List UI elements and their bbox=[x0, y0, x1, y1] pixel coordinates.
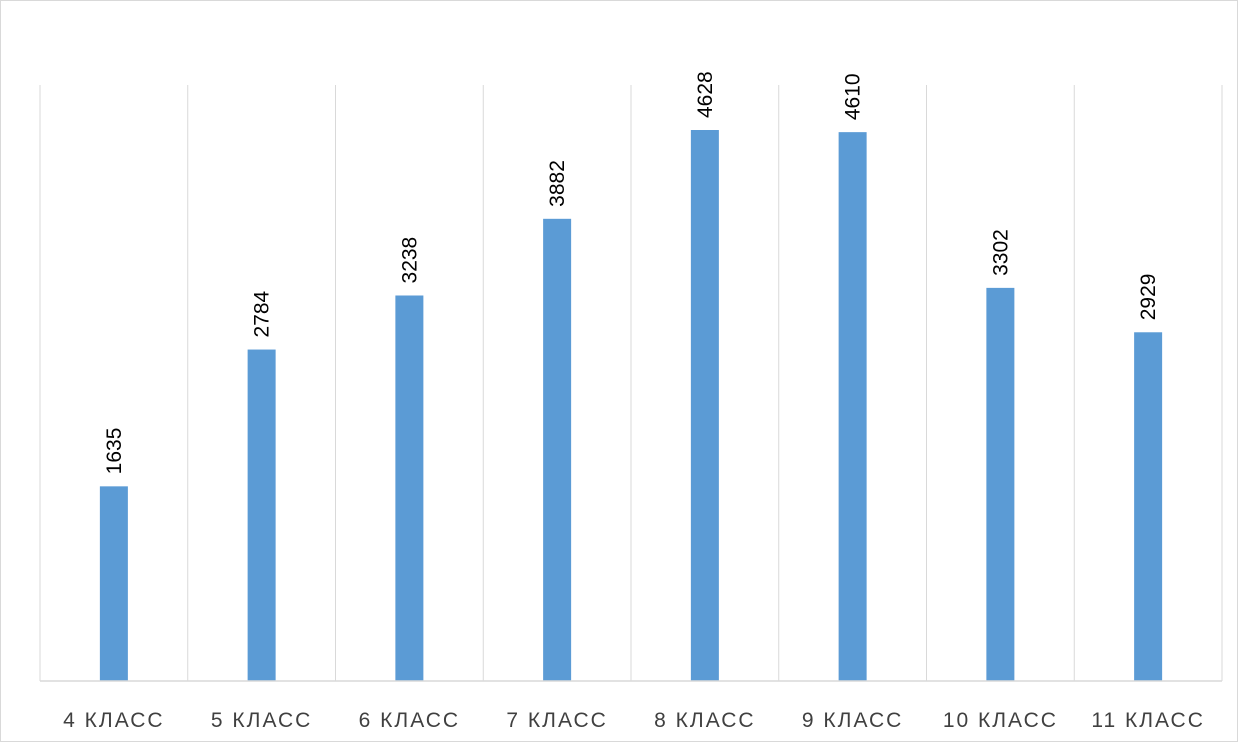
bar bbox=[247, 349, 276, 681]
bar bbox=[395, 295, 424, 681]
data-label: 4610 bbox=[842, 73, 865, 120]
x-tick-labels: 4 КЛАСС 5 КЛАСС 6 КЛАСС 7 КЛАСС 8 КЛАСС 9 КЛА… bbox=[63, 709, 1205, 732]
data-label: 4628 bbox=[694, 71, 717, 118]
x-tick-label: 9 КЛАСС bbox=[802, 709, 903, 732]
x-tick-label: 7 КЛАСС bbox=[506, 709, 607, 732]
x-tick-label: 5 КЛАСС bbox=[211, 709, 312, 732]
grid-lines bbox=[39, 85, 1223, 681]
bar bbox=[543, 218, 572, 681]
data-labels: 1635 2784 3238 3882 4628 4610 3302 2929 bbox=[103, 71, 1160, 474]
data-label: 3882 bbox=[546, 160, 569, 207]
bar bbox=[690, 130, 719, 681]
data-label: 3238 bbox=[398, 237, 421, 284]
bar bbox=[986, 287, 1015, 681]
data-label: 2784 bbox=[251, 291, 274, 338]
x-tick-label: 10 КЛАСС bbox=[943, 709, 1058, 732]
x-tick-label: 6 КЛАСС bbox=[359, 709, 460, 732]
data-label: 2929 bbox=[1137, 274, 1160, 321]
x-tick-label: 8 КЛАСС bbox=[654, 709, 755, 732]
bar bbox=[838, 132, 867, 681]
data-label: 1635 bbox=[103, 428, 126, 475]
data-label: 3302 bbox=[989, 229, 1012, 276]
bar bbox=[1134, 332, 1163, 681]
bar bbox=[99, 486, 128, 681]
bars bbox=[99, 130, 1163, 681]
x-tick-label: 11 КЛАСС bbox=[1091, 709, 1205, 732]
x-tick-label: 4 КЛАСС bbox=[63, 709, 164, 732]
